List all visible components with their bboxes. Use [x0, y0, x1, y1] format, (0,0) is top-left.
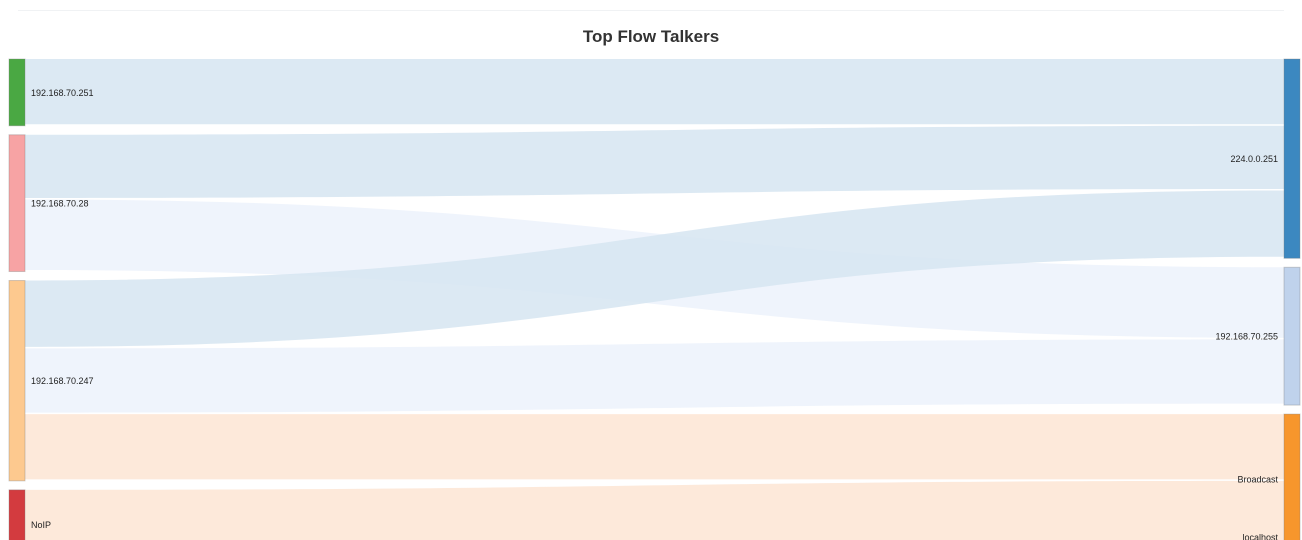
chart-title: Top Flow Talkers	[582, 27, 720, 46]
nodes-layer	[8, 58, 1301, 540]
link-192-168-70-251-to-224-0-0-251[interactable]	[25, 59, 1284, 125]
source-label-noip: NoIP	[31, 520, 51, 530]
source-node-noip[interactable]	[8, 489, 26, 540]
target-node-224-0-0-251[interactable]	[1283, 58, 1301, 259]
link-192-168-70-247-to-224-0-0-251[interactable]	[25, 190, 1284, 347]
target-node-192-168-70-255[interactable]	[1283, 266, 1301, 406]
target-label-broadcast: Broadcast	[1237, 475, 1278, 485]
source-label-192-168-70-28: 192.168.70.28	[31, 199, 89, 209]
target-label-localhost: localhost	[1242, 532, 1278, 540]
panel-divider	[18, 10, 1284, 11]
link-192-168-70-247-to-192-168-70-255[interactable]	[25, 339, 1284, 413]
links-layer	[25, 59, 1284, 540]
link-192-168-70-247-to-broadcast[interactable]	[25, 414, 1284, 480]
source-label-192-168-70-251: 192.168.70.251	[31, 88, 94, 98]
target-node-broadcast[interactable]	[1283, 413, 1301, 540]
source-node-192-168-70-251[interactable]	[8, 58, 26, 127]
source-node-192-168-70-247[interactable]	[8, 280, 26, 482]
target-label-224-0-0-251: 224.0.0.251	[1230, 154, 1278, 164]
link-192-168-70-28-to-224-0-0-251[interactable]	[25, 125, 1284, 198]
source-node-192-168-70-28[interactable]	[8, 134, 26, 273]
link-noip-to-broadcast[interactable]	[25, 480, 1284, 540]
labels-layer: 192.168.70.251 192.168.70.28 192.168.70.24…	[31, 88, 1278, 540]
target-label-192-168-70-255: 192.168.70.255	[1215, 332, 1278, 342]
source-label-192-168-70-247: 192.168.70.247	[31, 376, 94, 386]
